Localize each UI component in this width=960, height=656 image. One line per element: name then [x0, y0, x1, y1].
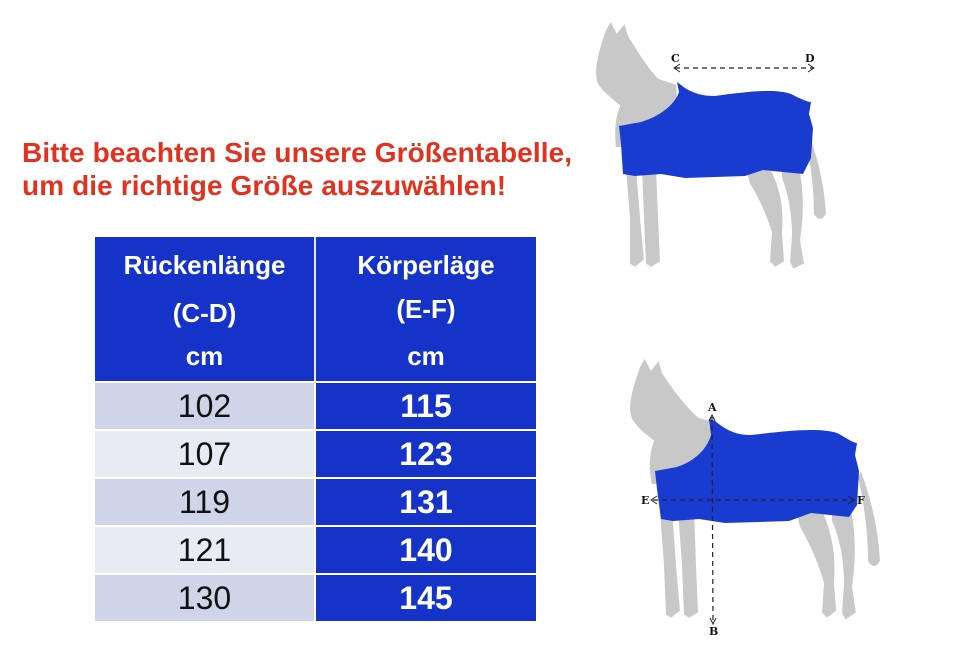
header-body-length-title: Körperläge: [357, 250, 495, 280]
label-d: D: [805, 52, 815, 65]
body-length-cell: 140: [315, 525, 536, 574]
notice-line-1: Bitte beachten Sie unsere Größentabelle,: [22, 137, 573, 168]
horse-rug-shape: [619, 82, 813, 178]
horse-rug-shape: [655, 419, 859, 523]
label-a: A: [707, 401, 717, 414]
table-row: 102 115: [95, 381, 536, 430]
back-length-cell: 107: [95, 429, 316, 478]
horse-silhouette-icon: [628, 355, 883, 623]
body-length-cell: 131: [315, 477, 536, 526]
notice-line-2: um die richtige Größe auszuwählen!: [22, 170, 507, 201]
body-length-cell: 123: [315, 429, 536, 478]
table-header-row: Rückenlänge (C-D) cm Körperläge (E-F) cm: [95, 237, 536, 382]
label-f: F: [857, 494, 865, 507]
horse-back-length-diagram: C D: [594, 18, 829, 272]
back-length-cell: 119: [95, 477, 316, 526]
horse-body-length-diagram: A B E F: [628, 355, 883, 638]
header-body-length: Körperläge (E-F) cm: [315, 237, 536, 382]
back-length-cell: 121: [95, 525, 316, 574]
header-back-length-title: Rückenlänge: [123, 250, 286, 280]
label-c: C: [671, 52, 680, 65]
table-row: 130 145: [95, 573, 536, 621]
body-length-measure-line: [650, 495, 855, 505]
back-length-measure-line: [673, 63, 815, 73]
header-body-length-code: (E-F): [396, 294, 456, 324]
header-back-length-code: (C-D): [172, 298, 237, 328]
girth-measure-line: [708, 413, 717, 626]
back-length-cell: 102: [95, 381, 316, 430]
size-chart-notice: Bitte beachten Sie unsere Größentabelle,…: [22, 136, 572, 202]
header-back-length: Rückenlänge (C-D) cm: [95, 237, 316, 382]
table-row: 121 140: [95, 525, 536, 574]
header-body-length-unit: cm: [407, 341, 445, 371]
label-e: E: [641, 494, 649, 507]
table-row: 107 123: [95, 429, 536, 478]
body-length-cell: 115: [315, 381, 536, 430]
body-length-cell: 145: [315, 573, 536, 621]
back-length-cell: 130: [95, 573, 316, 621]
header-back-length-unit: cm: [185, 341, 224, 371]
table-row: 119 131: [95, 477, 536, 526]
size-table: Rückenlänge (C-D) cm Körperläge (E-F) cm…: [95, 237, 536, 621]
label-b: B: [709, 625, 718, 638]
